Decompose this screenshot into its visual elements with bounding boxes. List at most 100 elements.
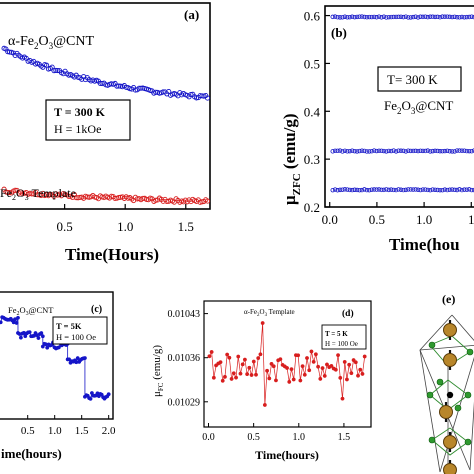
panel-b-point (430, 148, 435, 154)
panel-c-xtick-label: 2.0 (102, 425, 116, 437)
panel-d-line (339, 377, 343, 399)
panel-a-legend-template: Fe2O3 Template (0, 186, 76, 202)
panel-b-point (342, 14, 348, 19)
panel-b-point (367, 14, 372, 20)
oxygen-atom (464, 438, 472, 446)
panel-b-point (371, 148, 377, 153)
panel-a-legend-tpl-sub1: 2 (12, 193, 16, 202)
panel-b-point (359, 14, 365, 19)
panel-c-annotation-h: H = 100 Oe (56, 332, 96, 342)
panel-a-annotation-box (45, 99, 131, 141)
panel-b-point (435, 14, 440, 20)
panel-b-point (442, 14, 448, 19)
panel-b-point (379, 148, 384, 154)
panel-a-legend-cnt-end: @CNT (53, 34, 94, 49)
panel-b-tag: (b) (331, 25, 347, 40)
panel-b-point (376, 187, 382, 192)
panel-b-annotation-box (377, 66, 462, 92)
panel-b-point (406, 187, 411, 192)
panel-b-point (330, 187, 335, 193)
panel-e-tag: (e) (442, 292, 455, 306)
panel-b-point (423, 148, 428, 154)
panel-b-point (389, 187, 394, 192)
panel-d-line (335, 355, 339, 370)
panel-b-point (374, 15, 379, 20)
panel-b-point (364, 15, 370, 20)
panel-b-point (469, 148, 474, 154)
panel-b-point (340, 187, 345, 192)
panel-b-point (440, 149, 445, 154)
panel-b-ylabel: μZFC (emu/g) (280, 113, 303, 205)
panel-b-point (437, 14, 443, 20)
panel-b-point (357, 14, 362, 19)
panel-d-annotation-box (321, 324, 367, 350)
panel-b-point (391, 14, 396, 20)
panel-b-point (374, 148, 379, 154)
panel-b-point (462, 148, 467, 153)
panel-b-point (459, 187, 465, 193)
panel-a-point (136, 85, 142, 91)
oxygen-atom (466, 348, 474, 356)
panel-b-point (406, 15, 411, 20)
panel-e: (e) (419, 292, 474, 474)
panel-b-point (362, 187, 367, 192)
panel-b-point (432, 148, 438, 154)
panel-a-legend-cnt: α-Fe2O3@CNT (8, 34, 94, 51)
panel-b-point (440, 187, 445, 193)
panel-a-tag: (a) (184, 7, 199, 22)
panel-a-point (12, 187, 18, 193)
panel-d-point (362, 354, 367, 359)
panel-b-point (420, 14, 426, 20)
panel-a-legend-cnt-a: α-Fe (8, 34, 34, 49)
panel-b-point (457, 148, 462, 153)
panel-c-annotation-t: T = 5K (56, 321, 82, 331)
panel-a-point (160, 89, 166, 95)
panel-a-annotation-t: T = 300 K (54, 105, 106, 119)
panel-d-line (306, 357, 310, 371)
panel-a-legend-tpl-o: O (16, 186, 25, 200)
panel-d-line (260, 323, 263, 355)
panel-b-point (415, 187, 421, 192)
panel-b-point (442, 187, 448, 192)
panel-b-point (415, 15, 421, 20)
oxygen-atom (428, 341, 436, 349)
panel-d-ytick-label: 0.01036 (168, 353, 201, 364)
panel-b-ylabel-mu: μ (280, 195, 299, 205)
panel-a-legend-cnt-sub2: 3 (49, 41, 54, 51)
panel-b-point (437, 149, 443, 154)
panel-d-line (337, 355, 341, 378)
panel-b-point (467, 148, 472, 154)
panel-b-point (413, 148, 418, 154)
oxygen-atom (464, 391, 472, 399)
panel-b-point (354, 14, 360, 20)
panel-b-ytick-label: 0.3 (304, 152, 320, 167)
panel-b-point (413, 187, 418, 192)
panel-a-points (1, 45, 211, 205)
panel-b-point (379, 187, 384, 193)
panel-a-point (205, 95, 211, 101)
panel-b-point (440, 14, 445, 19)
panel-b-point (410, 14, 416, 20)
panel-a-point (51, 68, 57, 74)
panel-b-point (337, 15, 343, 20)
panel-b-point (469, 187, 474, 193)
panel-d-ylabel-sub: FC (157, 382, 165, 391)
panel-b-point (401, 148, 406, 154)
panel-b-point (335, 188, 340, 193)
panel-b-point (347, 148, 352, 154)
panel-b-point (381, 187, 387, 193)
oxygen-atom (454, 404, 462, 412)
panel-b-point (423, 14, 428, 19)
panel-b-point (418, 148, 423, 154)
panel-d-legend-end: Template (267, 308, 295, 316)
panel-d-ylabel: μFC (emu/g) (151, 345, 165, 397)
panel-b-point (335, 148, 340, 153)
panel-b-point (335, 15, 340, 20)
panel-b-point (381, 148, 387, 154)
panel-b-point (342, 187, 348, 192)
panel-b-point (418, 14, 423, 19)
panel-d-line (315, 354, 319, 367)
panel-b-point (357, 187, 362, 193)
panel-b-point (449, 187, 455, 192)
panel-b-ylabel-unit: (emu/g) (280, 113, 299, 173)
